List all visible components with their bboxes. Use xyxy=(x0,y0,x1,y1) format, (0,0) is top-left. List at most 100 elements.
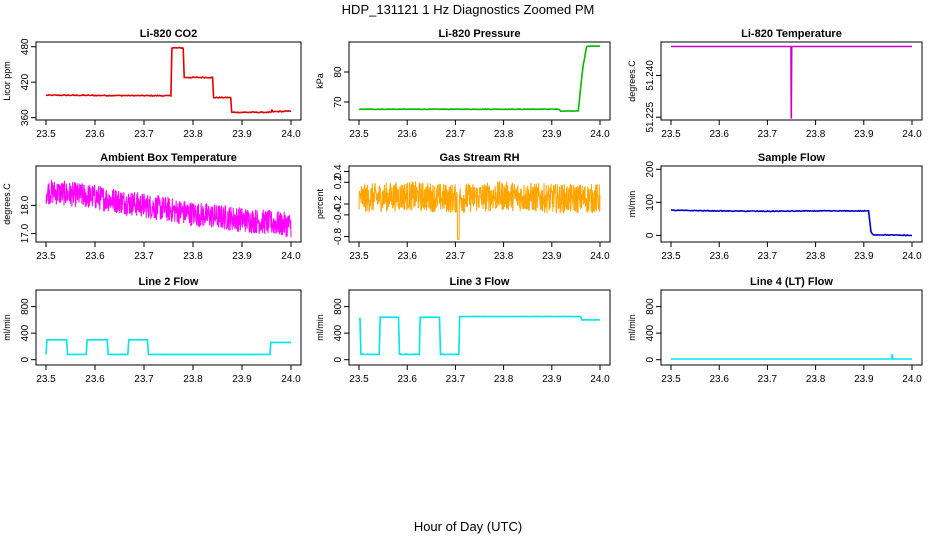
x-tick-label: 23.5 xyxy=(36,129,56,140)
plot-frame xyxy=(35,41,302,121)
x-tick-label: 24.0 xyxy=(590,251,610,262)
series-line-box-temp xyxy=(45,179,292,238)
y-axis-label: ml/min xyxy=(627,191,637,218)
y-tick-label: 70 xyxy=(333,96,344,108)
x-tick-label: 23.7 xyxy=(134,251,154,262)
x-tick-label: 23.7 xyxy=(758,374,778,385)
y-tick-label: -0.4 xyxy=(333,206,344,224)
y-tick-label: 480 xyxy=(20,38,31,55)
y-tick-label: 800 xyxy=(20,298,31,315)
panel-title: Gas Stream RH xyxy=(439,152,519,164)
panel-title: Li-820 CO2 xyxy=(140,28,197,40)
series-line-line-4 xyxy=(671,354,912,360)
plot-frame xyxy=(348,41,611,121)
panels: Li-820 CO2 23.5 23.6 23.7 23.8 23.9 24.0 360 420… xyxy=(2,28,923,385)
y-tick-label: 800 xyxy=(333,298,344,315)
y-tick-label: 0 xyxy=(333,356,344,362)
y-axis-label: degrees.C xyxy=(627,60,637,102)
panel-2: Li-820 Pressure 23.5 23.6 23.7 23.8 23.9 24.0 7… xyxy=(315,28,611,140)
x-tick-label: 23.7 xyxy=(134,374,154,385)
y-tick-label: 17.0 xyxy=(20,223,31,243)
x-tick-label: 23.8 xyxy=(183,251,203,262)
x-tick-label: 23.9 xyxy=(542,251,562,262)
x-tick-label: 24.0 xyxy=(590,374,610,385)
x-tick-label: 23.8 xyxy=(806,129,826,140)
x-tick-label: 24.0 xyxy=(902,374,922,385)
x-tick-label: 23.6 xyxy=(709,251,729,262)
panel-title: Sample Flow xyxy=(758,152,826,164)
panel-5: Gas Stream RH 23.5 23.6 23.7 23.8 23.9 24.0 -0.… xyxy=(315,152,611,262)
series-line-pressure xyxy=(358,45,601,113)
x-tick-label: 23.6 xyxy=(709,129,729,140)
x-tick-label: 23.8 xyxy=(806,374,826,385)
x-tick-label: 24.0 xyxy=(281,129,301,140)
series-line-sample-flow xyxy=(670,209,913,237)
panel-title: Line 2 Flow xyxy=(139,276,199,288)
x-tick-label: 23.6 xyxy=(397,251,417,262)
panel-title: Line 3 Flow xyxy=(450,276,510,288)
plot-frame xyxy=(660,289,923,366)
x-tick-label: 23.8 xyxy=(494,129,514,140)
x-tick-label: 23.7 xyxy=(758,129,778,140)
x-tick-label: 23.9 xyxy=(232,129,252,140)
x-tick-label: 23.5 xyxy=(36,251,56,262)
x-tick-label: 24.0 xyxy=(902,251,922,262)
x-tick-label: 24.0 xyxy=(902,129,922,140)
x-tick-label: 23.9 xyxy=(542,129,562,140)
y-tick-label: 0.4 xyxy=(333,164,344,178)
panel-title: Ambient Box Temperature xyxy=(100,152,237,164)
x-tick-label: 23.5 xyxy=(36,374,56,385)
series-line-co2 xyxy=(45,46,292,114)
panel-6: Sample Flow 23.5 23.6 23.7 23.8 23.9 24.0 0 100 2… xyxy=(627,152,923,262)
plot-frame xyxy=(35,289,302,366)
panel-7: Line 2 Flow 23.5 23.6 23.7 23.8 23.9 24.0 0 400 8… xyxy=(2,276,302,385)
plot-frame xyxy=(660,165,923,243)
x-tick-label: 23.5 xyxy=(661,129,681,140)
y-tick-label: 360 xyxy=(20,109,31,126)
figure-xlabel: Hour of Day (UTC) xyxy=(414,519,522,534)
y-tick-label: 51.240 xyxy=(645,60,656,91)
x-tick-label: 23.6 xyxy=(397,374,417,385)
x-tick-label: 23.5 xyxy=(349,129,369,140)
x-tick-label: 23.9 xyxy=(854,129,874,140)
panel-8: Line 3 Flow 23.5 23.6 23.7 23.8 23.9 24.0 0 400 8… xyxy=(315,276,611,385)
y-axis-label: percent xyxy=(315,188,325,219)
y-tick-label: 400 xyxy=(20,324,31,341)
x-tick-label: 23.8 xyxy=(806,251,826,262)
y-tick-label: 400 xyxy=(333,324,344,341)
panel-4: Ambient Box Temperature 23.5 23.6 23.7 23.8 2… xyxy=(2,152,302,262)
y-axis-label: ml/min xyxy=(315,314,325,341)
series-line-line-2 xyxy=(45,338,291,356)
figure-title: HDP_131121 1 Hz Diagnostics Zoomed PM xyxy=(342,2,595,17)
y-axis-label: Licor ppm xyxy=(2,61,12,101)
x-tick-label: 23.7 xyxy=(446,251,466,262)
x-tick-label: 23.9 xyxy=(854,251,874,262)
y-tick-label: 200 xyxy=(645,161,656,178)
x-tick-label: 23.8 xyxy=(183,129,203,140)
panel-1: Li-820 CO2 23.5 23.6 23.7 23.8 23.9 24.0 360 420… xyxy=(2,28,302,140)
y-axis-label: kPa xyxy=(315,73,325,89)
y-tick-label: 0 xyxy=(645,232,656,238)
x-tick-label: 23.8 xyxy=(183,374,203,385)
x-tick-label: 23.7 xyxy=(134,129,154,140)
x-tick-label: 24.0 xyxy=(281,251,301,262)
y-tick-label: -0.2 xyxy=(333,195,344,213)
y-axis-label: ml/min xyxy=(2,314,12,341)
x-tick-label: 23.7 xyxy=(446,374,466,385)
x-tick-label: 23.6 xyxy=(85,251,105,262)
x-tick-label: 23.6 xyxy=(85,374,105,385)
x-tick-label: 23.5 xyxy=(661,374,681,385)
x-tick-label: 23.9 xyxy=(232,251,252,262)
x-tick-label: 23.6 xyxy=(397,129,417,140)
x-tick-label: 23.5 xyxy=(349,374,369,385)
y-tick-label: 0.2 xyxy=(333,175,344,189)
y-tick-label: 0 xyxy=(20,356,31,362)
y-tick-label: 18.0 xyxy=(20,195,31,215)
series-line-temperature xyxy=(671,45,912,119)
plot-frame xyxy=(660,41,923,121)
y-tick-label: 0 xyxy=(645,356,656,362)
y-tick-label: 100 xyxy=(645,194,656,211)
panel-title: Line 4 (LT) Flow xyxy=(750,276,833,288)
x-tick-label: 23.8 xyxy=(494,374,514,385)
